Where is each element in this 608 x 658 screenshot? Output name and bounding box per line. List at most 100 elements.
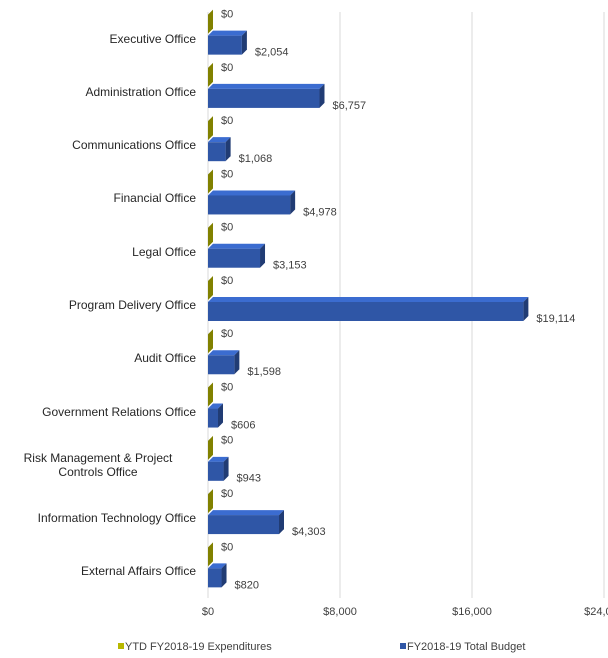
- bar: [208, 542, 213, 567]
- y-tick-label: Executive Office: [0, 19, 196, 59]
- y-tick-label: Financial Office: [0, 178, 196, 218]
- category-text: External Affairs Office: [81, 564, 196, 579]
- bar-side: [208, 382, 213, 407]
- legend-swatch: [400, 643, 406, 649]
- data-label: $820: [235, 579, 259, 591]
- bar-top: [208, 297, 529, 302]
- bar-front: [208, 142, 226, 162]
- x-tick-label: $0: [202, 606, 214, 618]
- bar-side: [217, 403, 223, 428]
- bar-side: [208, 276, 213, 300]
- category-text: Executive Office: [109, 31, 196, 46]
- bar-side: [208, 169, 213, 194]
- bar-side: [241, 30, 247, 55]
- data-label: $0: [221, 168, 233, 180]
- bar-side: [208, 62, 213, 87]
- category-text: Audit Office: [134, 351, 196, 366]
- bar-top: [208, 350, 240, 356]
- bar-side: [290, 190, 296, 215]
- data-label: $1,068: [239, 153, 273, 165]
- bar-top: [208, 83, 325, 89]
- bar: [208, 169, 213, 194]
- bar: [208, 297, 529, 321]
- category-text: Legal Office: [132, 244, 196, 259]
- bar: [208, 62, 213, 87]
- legend-swatch: [118, 643, 124, 649]
- y-tick-label: Government Relations Office: [0, 392, 196, 432]
- legend-label: FY2018-19 Total Budget: [407, 641, 525, 653]
- bar-top: [208, 510, 284, 516]
- y-tick-label: Information Technology Office: [0, 498, 196, 538]
- bar-front: [208, 195, 291, 215]
- bar-top: [208, 137, 231, 143]
- bar: [208, 456, 229, 481]
- bar: [208, 435, 213, 460]
- bar-front: [208, 88, 320, 108]
- bar: [208, 563, 227, 588]
- category-text: Risk Management & Project Controls Offic…: [23, 450, 173, 479]
- bar-side: [223, 456, 229, 481]
- category-text: Program Delivery Office: [68, 298, 196, 312]
- bar: [208, 190, 296, 215]
- bar-top: [208, 190, 296, 196]
- data-label: $4,978: [303, 206, 337, 218]
- data-label: $943: [237, 473, 261, 485]
- data-label: $606: [231, 419, 255, 431]
- bar: [208, 329, 213, 354]
- bar-side: [208, 116, 213, 141]
- y-tick-label: Legal Office: [0, 232, 196, 272]
- data-label: $6,757: [332, 100, 366, 112]
- data-label: $3,153: [273, 260, 307, 272]
- bar: [208, 276, 213, 300]
- y-tick-label: Program Delivery Office: [0, 285, 196, 325]
- y-tick-label: Risk Management & Project Controls Offic…: [0, 445, 196, 485]
- data-label: $0: [221, 9, 233, 21]
- bar-side: [278, 510, 284, 535]
- bar-side: [225, 137, 231, 162]
- bar-side: [208, 329, 213, 354]
- x-tick-label: $24,000: [584, 606, 608, 618]
- data-label: $0: [221, 328, 233, 340]
- bar-side: [260, 243, 266, 268]
- bar-side: [208, 9, 213, 34]
- bar-side: [208, 542, 213, 567]
- category-text: Financial Office: [113, 191, 196, 206]
- bar: [208, 222, 213, 247]
- y-tick-label: Audit Office: [0, 338, 196, 378]
- bar-side: [523, 297, 529, 321]
- x-tick-label: $8,000: [323, 606, 357, 618]
- data-label: $0: [221, 222, 233, 234]
- data-label: $0: [221, 275, 233, 287]
- bar-side: [319, 83, 325, 108]
- bar: [208, 137, 231, 162]
- bar-front: [208, 408, 218, 428]
- bar-top: [208, 243, 266, 249]
- bar-front: [208, 515, 279, 535]
- bar: [208, 83, 325, 108]
- data-label: $0: [221, 62, 233, 74]
- bar-front: [208, 568, 222, 588]
- category-text: Administration Office: [85, 84, 197, 99]
- bar-top: [208, 563, 227, 569]
- data-label: $2,054: [255, 47, 289, 59]
- bar-top: [208, 30, 247, 36]
- bar: [208, 382, 213, 407]
- bar: [208, 243, 266, 268]
- category-text: Government Relations Office: [42, 404, 196, 419]
- bar-top: [208, 403, 223, 409]
- bar: [208, 116, 213, 141]
- bar: [208, 350, 240, 375]
- bar-front: [208, 35, 242, 55]
- bar: [208, 9, 213, 34]
- data-label: $4,303: [292, 526, 326, 538]
- y-tick-label: External Affairs Office: [0, 551, 196, 591]
- data-label: $19,114: [536, 313, 575, 325]
- data-label: $1,598: [247, 366, 281, 378]
- bar-side: [208, 435, 213, 460]
- bar-side: [234, 350, 240, 375]
- bar-front: [208, 248, 261, 268]
- category-text: Communications Office: [72, 138, 196, 153]
- bar: [208, 30, 247, 55]
